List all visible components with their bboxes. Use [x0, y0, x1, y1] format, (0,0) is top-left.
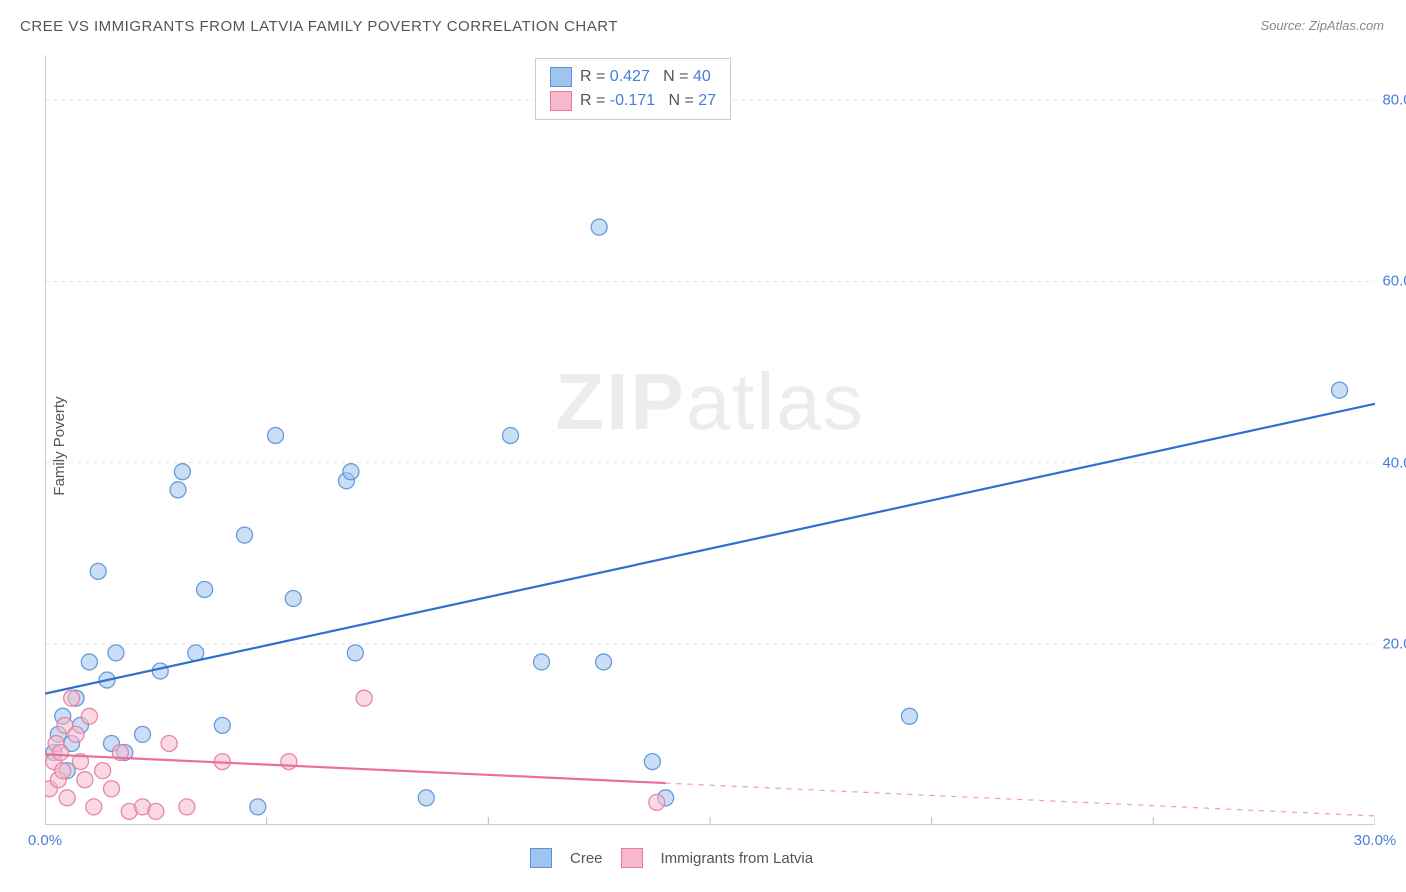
- legend-swatch: [550, 67, 572, 87]
- y-tick-label: 20.0%: [1382, 635, 1406, 652]
- legend-row: R = 0.427 N = 40: [550, 65, 716, 89]
- source-credit: Source: ZipAtlas.com: [1260, 18, 1384, 33]
- scatter-plot: ZIPatlas 20.0%40.0%60.0%80.0% 0.0%30.0%: [45, 55, 1375, 825]
- plot-svg: [45, 55, 1375, 825]
- legend-swatch: [530, 848, 552, 868]
- legend-swatch: [550, 91, 572, 111]
- y-tick-label: 80.0%: [1382, 92, 1406, 109]
- legend-swatch: [621, 848, 643, 868]
- legend-row: R = -0.171 N = 27: [550, 89, 716, 113]
- x-tick-label: 0.0%: [28, 832, 62, 849]
- y-tick-label: 40.0%: [1382, 454, 1406, 471]
- x-tick-label: 30.0%: [1354, 832, 1397, 849]
- legend-label: Immigrants from Latvia: [661, 850, 814, 867]
- y-tick-label: 60.0%: [1382, 273, 1406, 290]
- chart-title: CREE VS IMMIGRANTS FROM LATVIA FAMILY PO…: [20, 18, 618, 35]
- legend-label: Cree: [570, 850, 603, 867]
- correlation-legend: R = 0.427 N = 40R = -0.171 N = 27: [535, 58, 731, 120]
- series-legend: Cree Immigrants from Latvia: [530, 848, 813, 868]
